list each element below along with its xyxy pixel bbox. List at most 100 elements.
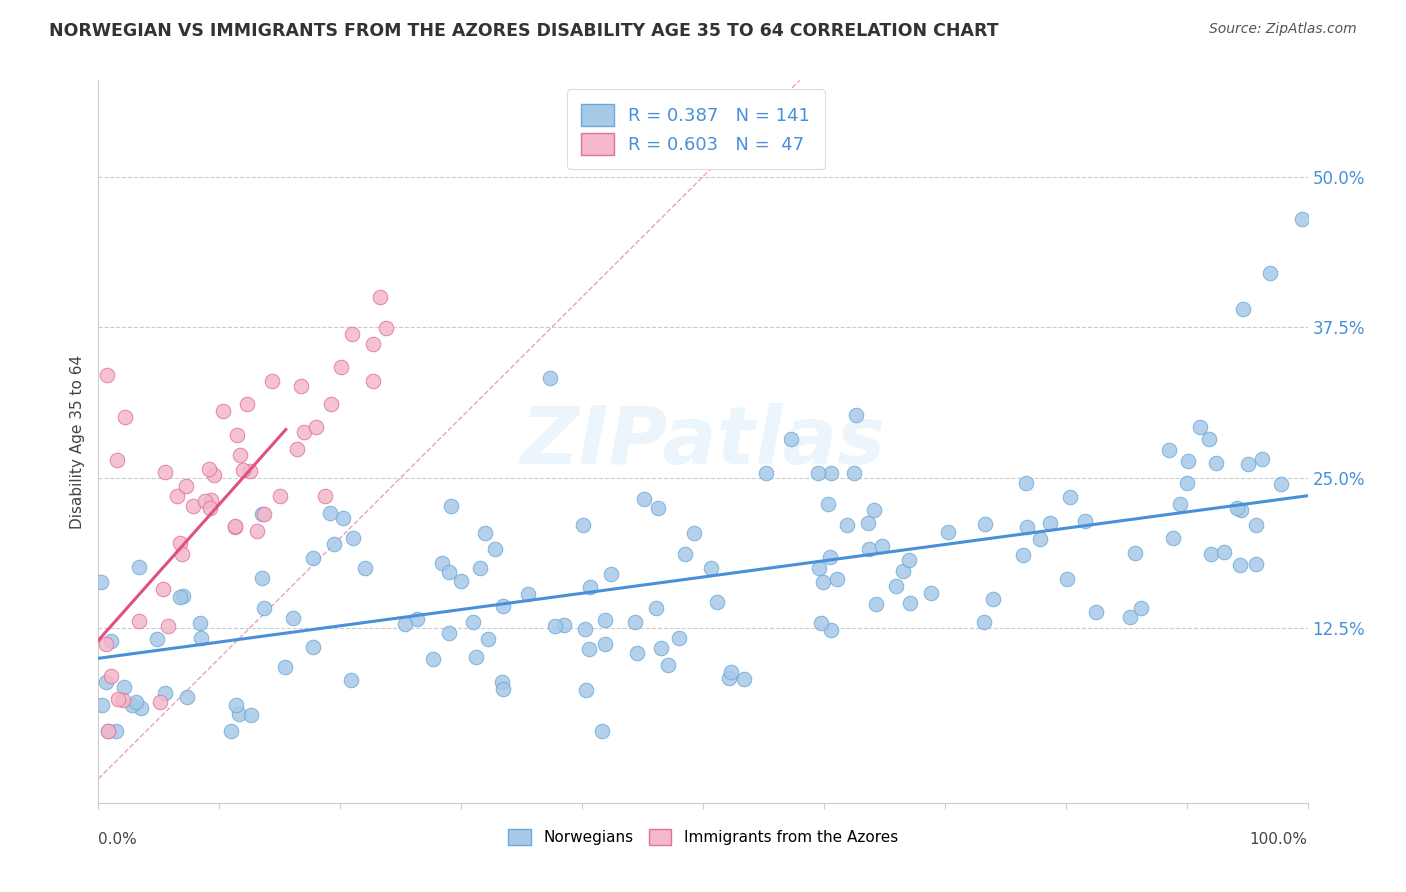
Point: [285, 442, 308, 456]
Point: [1074, 514, 1097, 528]
Point: [174, 479, 197, 493]
Point: [290, 379, 312, 393]
Point: [1232, 301, 1254, 316]
Point: [856, 516, 879, 531]
Point: [394, 616, 416, 631]
Point: [1198, 432, 1220, 446]
Point: [810, 615, 832, 630]
Text: NORWEGIAN VS IMMIGRANTS FROM THE AZORES DISABILITY AGE 35 TO 64 CORRELATION CHAR: NORWEGIAN VS IMMIGRANTS FROM THE AZORES …: [49, 22, 998, 40]
Point: [647, 501, 669, 516]
Point: [973, 615, 995, 629]
Point: [544, 618, 567, 632]
Point: [149, 695, 172, 709]
Point: [825, 572, 848, 586]
Point: [302, 640, 325, 655]
Point: [250, 507, 273, 521]
Point: [624, 615, 647, 630]
Point: [633, 491, 655, 506]
Point: [1229, 503, 1251, 517]
Point: [817, 497, 839, 511]
Point: [936, 524, 959, 539]
Point: [818, 550, 841, 565]
Point: [897, 553, 920, 567]
Point: [755, 467, 778, 481]
Point: [863, 503, 886, 517]
Point: [683, 525, 706, 540]
Point: [820, 467, 842, 481]
Point: [269, 489, 291, 503]
Point: [1028, 532, 1050, 546]
Point: [591, 723, 613, 738]
Point: [440, 500, 463, 514]
Point: [145, 632, 167, 646]
Point: [1205, 456, 1227, 470]
Point: [468, 561, 491, 575]
Point: [1212, 545, 1234, 559]
Point: [1059, 490, 1081, 504]
Point: [981, 592, 1004, 607]
Point: [190, 631, 212, 645]
Point: [430, 556, 453, 570]
Point: [225, 698, 247, 712]
Point: [240, 707, 263, 722]
Point: [1175, 475, 1198, 490]
Point: [595, 637, 617, 651]
Point: [314, 489, 336, 503]
Point: [720, 665, 742, 680]
Point: [779, 432, 801, 446]
Point: [706, 595, 728, 609]
Point: [405, 612, 427, 626]
Point: [224, 518, 246, 533]
Point: [657, 658, 679, 673]
Text: ZIPatlas: ZIPatlas: [520, 402, 886, 481]
Point: [260, 375, 283, 389]
Point: [319, 397, 342, 411]
Point: [238, 464, 260, 478]
Point: [1039, 516, 1062, 531]
Point: [219, 723, 242, 738]
Point: [700, 561, 723, 575]
Point: [232, 463, 254, 477]
Point: [1189, 420, 1212, 434]
Point: [1291, 211, 1313, 226]
Point: [194, 494, 217, 508]
Point: [292, 425, 315, 439]
Point: [650, 640, 672, 655]
Point: [437, 625, 460, 640]
Point: [330, 360, 353, 375]
Point: [484, 542, 506, 557]
Point: [112, 680, 135, 694]
Point: [538, 370, 561, 384]
Point: [200, 500, 222, 515]
Point: [172, 589, 194, 603]
Point: [673, 547, 696, 561]
Point: [733, 672, 755, 686]
Point: [332, 511, 354, 525]
Point: [807, 466, 830, 480]
Point: [114, 410, 136, 425]
Point: [668, 631, 690, 645]
Point: [319, 506, 342, 520]
Point: [224, 520, 246, 534]
Point: [920, 585, 942, 599]
Point: [111, 693, 134, 707]
Point: [157, 619, 180, 633]
Point: [97, 723, 120, 738]
Point: [1236, 457, 1258, 471]
Point: [572, 518, 595, 533]
Point: [340, 326, 363, 341]
Point: [891, 564, 914, 578]
Point: [176, 690, 198, 704]
Point: [342, 531, 364, 545]
Point: [169, 590, 191, 604]
Point: [463, 615, 485, 630]
Point: [170, 548, 193, 562]
Point: [1123, 546, 1146, 560]
Point: [212, 404, 235, 418]
Point: [107, 691, 129, 706]
Point: [807, 561, 830, 575]
Point: [153, 686, 176, 700]
Point: [1085, 605, 1108, 619]
Point: [1226, 500, 1249, 515]
Text: 0.0%: 0.0%: [98, 831, 138, 847]
